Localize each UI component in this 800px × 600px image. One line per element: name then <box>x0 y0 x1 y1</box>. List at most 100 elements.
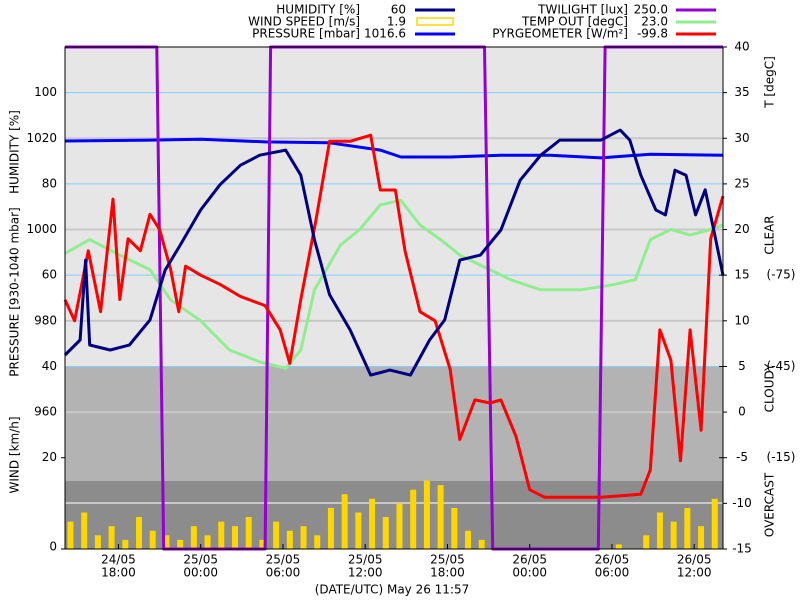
x-tick-label: 25/05 <box>183 553 218 567</box>
plot-frame <box>64 46 724 550</box>
wind-bar <box>369 498 376 549</box>
wind-bar <box>259 539 266 549</box>
wind-bar <box>355 512 362 549</box>
pressure-tick-label: 980 <box>34 313 57 327</box>
legend-value: 250.0 <box>634 3 668 17</box>
x-tick-label: 25/05 <box>348 553 383 567</box>
wind-bar <box>656 512 663 549</box>
x-tick-time: 12:00 <box>348 566 383 580</box>
legend-value: 1.9 <box>387 15 406 29</box>
wind-bar <box>231 526 238 549</box>
legend-value: -99.8 <box>637 27 668 41</box>
wind-bar <box>245 517 252 549</box>
y2-tick-label: 30 <box>734 131 749 145</box>
pressure-tick-label: 960 <box>34 405 57 419</box>
y2-tick-label: 5 <box>738 359 746 373</box>
y-tick-label: 40 <box>42 359 57 373</box>
sky-label: OVERCAST <box>763 472 777 537</box>
y2-tick-label: 35 <box>734 85 749 99</box>
x-tick-label: 25/05 <box>266 553 301 567</box>
wind-bar <box>81 512 88 549</box>
wind-bar <box>177 539 184 549</box>
legend-swatch <box>416 17 454 26</box>
wind-bar <box>423 480 430 549</box>
x-tick-label: 24/05 <box>101 553 136 567</box>
legend-label: TEMP OUT [degC] <box>521 15 628 29</box>
wind-bar <box>94 535 101 549</box>
wind-bar <box>300 526 307 549</box>
y2-tick-label: 25 <box>734 176 749 190</box>
x-tick-time: 00:00 <box>183 566 218 580</box>
cloudy-band <box>65 366 723 481</box>
x-tick-time: 18:00 <box>101 566 136 580</box>
wind-bar <box>396 503 403 549</box>
y2-tick-label: -10 <box>732 496 752 510</box>
y2-tick-label: 15 <box>734 268 749 282</box>
y2-tick-label: 0 <box>738 405 746 419</box>
wind-bar <box>451 507 458 549</box>
wind-bar <box>163 535 170 549</box>
legend-value: 1016.6 <box>364 27 406 41</box>
wind-bar <box>711 498 718 549</box>
wind-bar <box>698 526 705 549</box>
x-tick-time: 00:00 <box>512 566 547 580</box>
wind-bar <box>382 517 389 549</box>
y-tick-label: 80 <box>42 176 57 190</box>
pyrgeometer-tick-label: (-15) <box>767 450 796 464</box>
legend-label: PYRGEOMETER [W/m²] <box>492 27 628 41</box>
wind-bar <box>108 526 115 549</box>
y2-tick-label: 20 <box>734 222 749 236</box>
series-line <box>63 133 725 499</box>
footer: (DATE/UTC) May 26 11:57 <box>315 583 470 597</box>
wind-bar <box>314 535 321 549</box>
wind-bar <box>410 489 417 549</box>
wind-tick-label: 0 <box>49 540 57 554</box>
pyrgeometer-tick-label: (-45) <box>767 359 796 373</box>
wind-bar <box>341 494 348 549</box>
y2-tick-label: 10 <box>734 313 749 327</box>
legend-label: HUMIDITY [%] <box>276 3 360 17</box>
wind-bar <box>67 521 74 549</box>
wind-bar <box>149 530 156 549</box>
x-tick-time: 18:00 <box>430 566 465 580</box>
y-tick-label: 60 <box>42 268 57 282</box>
pyrgeometer-tick-label: (-75) <box>767 268 796 282</box>
series-line <box>64 198 724 370</box>
pressure-tick-label: 1020 <box>26 131 57 145</box>
y-tick-label: 100 <box>34 85 57 99</box>
wind-bar <box>136 517 143 549</box>
sky-label: CLOUDY <box>763 363 777 412</box>
clear-band <box>65 47 723 366</box>
y-axis-label: WIND [km/h] <box>8 416 22 493</box>
wind-bar <box>437 485 444 549</box>
x-tick-time: 06:00 <box>595 566 630 580</box>
wind-bar <box>204 535 211 549</box>
wind-bar <box>286 530 293 549</box>
series-line <box>64 137 724 160</box>
wind-bar <box>190 526 197 549</box>
wind-bar <box>465 530 472 549</box>
y-axis-label: HUMIDITY [%] <box>8 110 22 194</box>
y2-tick-label: -5 <box>736 450 748 464</box>
wind-bar <box>643 535 650 549</box>
wind-bar <box>218 521 225 549</box>
wind-bar <box>615 544 622 549</box>
x-tick-label: 26/05 <box>512 553 547 567</box>
wind-bar <box>478 539 485 549</box>
x-tick-time: 12:00 <box>677 566 712 580</box>
y2-axis-label: T [degC] <box>763 56 777 109</box>
pressure-tick-label: 1000 <box>26 222 57 236</box>
x-tick-label: 26/05 <box>595 553 630 567</box>
sky-label: CLEAR <box>763 215 777 254</box>
wind-bar <box>273 521 280 549</box>
wind-bar <box>122 539 129 549</box>
y2-tick-label: -15 <box>732 542 752 556</box>
x-tick-time: 06:00 <box>266 566 301 580</box>
legend-value: 60 <box>391 3 406 17</box>
legend-label: WIND SPEED [m/s] <box>248 15 360 29</box>
wind-tick-label: 20 <box>42 450 57 464</box>
overcast-band <box>65 481 723 549</box>
legend-label: PRESSURE [mbar] <box>252 27 360 41</box>
legend-value: 23.0 <box>641 15 668 29</box>
